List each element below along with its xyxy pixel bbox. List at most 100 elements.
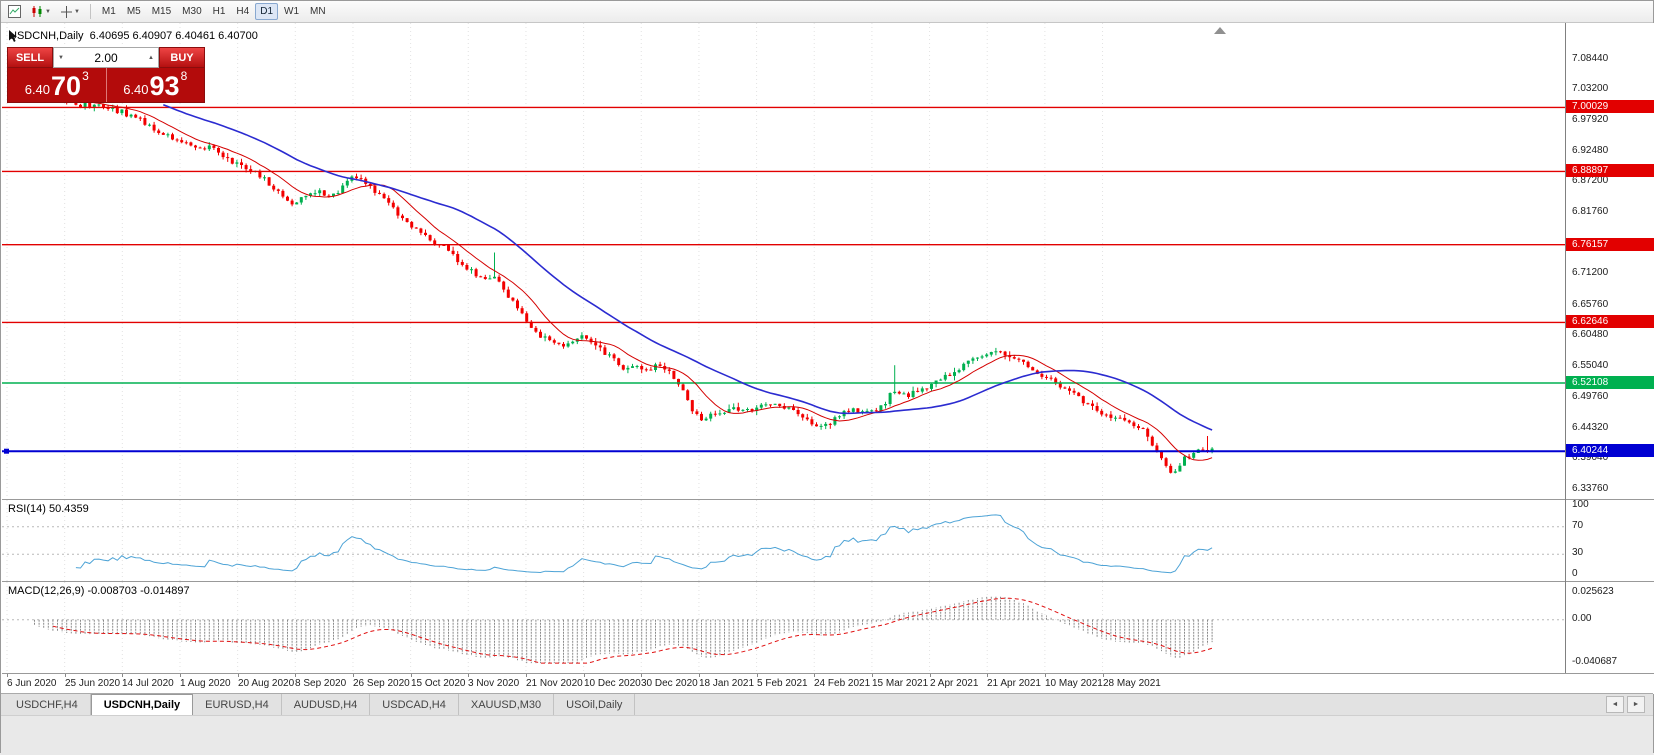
date-tick — [757, 674, 758, 677]
timeframe-button-m5[interactable]: M5 — [126, 6, 141, 17]
chart-window-button[interactable] — [4, 3, 25, 20]
date-label: 30 Dec 2020 — [641, 678, 698, 689]
chart-window-icon — [8, 5, 21, 18]
lot-decrease-button[interactable]: ▼ — [53, 47, 68, 68]
date-tick — [814, 674, 815, 677]
timeframe-button-m30[interactable]: M30 — [182, 6, 202, 17]
timeframe-group: M1 M5 M15 M30 H1 H4 D1 W1 MN — [97, 3, 331, 20]
candlestick-plot — [2, 23, 1565, 499]
buy-button[interactable]: BUY — [159, 47, 205, 68]
date-label: 2 Apr 2021 — [930, 678, 979, 689]
date-label: 8 Sep 2020 — [295, 678, 347, 689]
timeframe-button-mn[interactable]: MN — [310, 6, 326, 17]
price-tick: 6.97920 — [1572, 114, 1609, 125]
date-label: 5 Feb 2021 — [757, 678, 808, 689]
chart-tab-usdcad-h4[interactable]: USDCAD,H4 — [370, 694, 459, 715]
tab-scroll-left-button[interactable]: ◄ — [1606, 696, 1624, 713]
date-label: 10 May 2021 — [1045, 678, 1103, 689]
spin-down-icon: ▼ — [58, 54, 64, 61]
price-tick: 6.49760 — [1572, 391, 1609, 402]
date-tick — [526, 674, 527, 677]
timeframe-button-h1[interactable]: H1 — [212, 6, 226, 17]
main-chart-panel[interactable]: USDCNH,Daily 6.40695 6.40907 6.40461 6.4… — [2, 23, 1565, 499]
price-divider — [105, 68, 107, 102]
rsi-panel[interactable]: RSI(14) 50.4359 — [2, 499, 1565, 581]
date-tick — [468, 674, 469, 677]
date-tick — [930, 674, 931, 677]
trade-controls-row: SELL ▼ 2.00 ▲ BUY — [7, 47, 205, 68]
timeframe-button-d1[interactable]: D1 — [255, 3, 279, 20]
timeframe-button-h4[interactable]: H4 — [236, 6, 250, 17]
chart-tab-usdcnh-daily[interactable]: USDCNH,Daily — [90, 694, 194, 715]
chart-tab-usdchf-h4[interactable]: USDCHF,H4 — [4, 694, 91, 715]
price-tick: 6.71200 — [1572, 267, 1609, 278]
macd-label: MACD(12,26,9) -0.008703 -0.014897 — [8, 585, 190, 597]
sell-price-display[interactable]: 6.40 70 3 — [8, 68, 106, 102]
status-strip — [1, 715, 1653, 755]
date-tick — [699, 674, 700, 677]
price-tick: 6.44320 — [1572, 422, 1609, 433]
axis-separator — [1566, 581, 1654, 582]
date-label: 14 Jul 2020 — [122, 678, 174, 689]
price-tick: 7.03200 — [1572, 83, 1609, 94]
cursor-icon — [9, 30, 17, 42]
date-tick — [987, 674, 988, 677]
tab-scroll-right-button[interactable]: ► — [1627, 696, 1645, 713]
date-label: 10 Dec 2020 — [584, 678, 641, 689]
cursor-tool-dropdown[interactable]: ▼ — [57, 3, 84, 20]
timeframe-button-m15[interactable]: M15 — [151, 6, 172, 17]
chart-tab-audusd-h4[interactable]: AUDUSD,H4 — [281, 694, 371, 715]
macd-panel[interactable]: MACD(12,26,9) -0.008703 -0.014897 — [2, 581, 1565, 673]
symbol-ohlc-text: USDCNH,Daily 6.40695 6.40907 6.40461 6.4… — [9, 30, 258, 42]
price-axis[interactable]: 7.08440 7.03200 6.97920 6.92480 6.87200 6.817… — [1565, 23, 1654, 673]
date-tick — [872, 674, 873, 677]
chart-tab-usoil-daily[interactable]: USOil,Daily — [554, 694, 636, 715]
buy-price-pips: 93 — [149, 71, 180, 101]
buy-price-display[interactable]: 6.40 93 8 — [107, 68, 205, 102]
rsi-tick: 30 — [1572, 547, 1584, 558]
sell-price-frac: 3 — [82, 69, 89, 83]
price-tick: 6.65760 — [1572, 299, 1609, 310]
candlestick-chart-icon — [32, 6, 42, 17]
price-line-badge: 6.52108 — [1566, 376, 1654, 389]
axis-separator — [1566, 499, 1654, 500]
date-tick — [238, 674, 239, 677]
sell-button[interactable]: SELL — [7, 47, 53, 68]
date-label: 15 Oct 2020 — [411, 678, 466, 689]
lot-increase-button[interactable]: ▲ — [144, 47, 159, 68]
date-axis[interactable]: 6 Jun 2020 25 Jun 2020 14 Jul 2020 1 Aug 20… — [2, 673, 1654, 694]
date-label: 21 Apr 2021 — [987, 678, 1041, 689]
symbol-ohlc-label: USDCNH,Daily 6.40695 6.40907 6.40461 6.4… — [9, 30, 258, 42]
macd-tick: 0.00 — [1572, 613, 1592, 624]
price-line-badge: 7.00029 — [1566, 100, 1654, 113]
chart-tab-eurusd-h4[interactable]: EURUSD,H4 — [193, 694, 282, 715]
date-label: 20 Aug 2020 — [238, 678, 295, 689]
chart-column: USDCNH,Daily 6.40695 6.40907 6.40461 6.4… — [2, 23, 1565, 673]
price-line-badge: 6.88897 — [1566, 164, 1654, 177]
chevron-down-icon: ▼ — [73, 8, 80, 15]
date-tick — [295, 674, 296, 677]
price-line-badge: 6.76157 — [1566, 238, 1654, 251]
toolbar: ▼ ▼ M1 M5 M15 M30 H1 H4 D1 W1 MN — [1, 1, 1653, 23]
date-tick — [1103, 674, 1104, 677]
toolbar-separator — [89, 4, 91, 19]
chart-tab-xauusd-m30[interactable]: XAUUSD,M30 — [458, 694, 555, 715]
date-label: 1 Aug 2020 — [180, 678, 231, 689]
bid-ask-display: 6.40 70 3 6.40 93 8 — [7, 68, 205, 103]
sell-price-pips: 70 — [51, 71, 82, 101]
date-tick — [584, 674, 585, 677]
chart-type-dropdown[interactable]: ▼ — [27, 3, 55, 20]
rsi-tick: 100 — [1572, 499, 1589, 510]
lot-size-input[interactable]: 2.00 — [68, 47, 144, 68]
macd-tick: -0.040687 — [1572, 656, 1618, 667]
date-label: 21 Nov 2020 — [526, 678, 583, 689]
rsi-plot — [2, 500, 1565, 581]
timeframe-button-w1[interactable]: W1 — [284, 6, 300, 17]
timeframe-button-m1[interactable]: M1 — [101, 6, 116, 17]
price-tick: 6.81760 — [1572, 206, 1609, 217]
date-tick — [411, 674, 412, 677]
price-tick: 6.55040 — [1572, 360, 1609, 371]
buy-price-frac: 8 — [180, 69, 188, 83]
crosshair-icon — [60, 5, 72, 18]
date-tick — [1045, 674, 1046, 677]
